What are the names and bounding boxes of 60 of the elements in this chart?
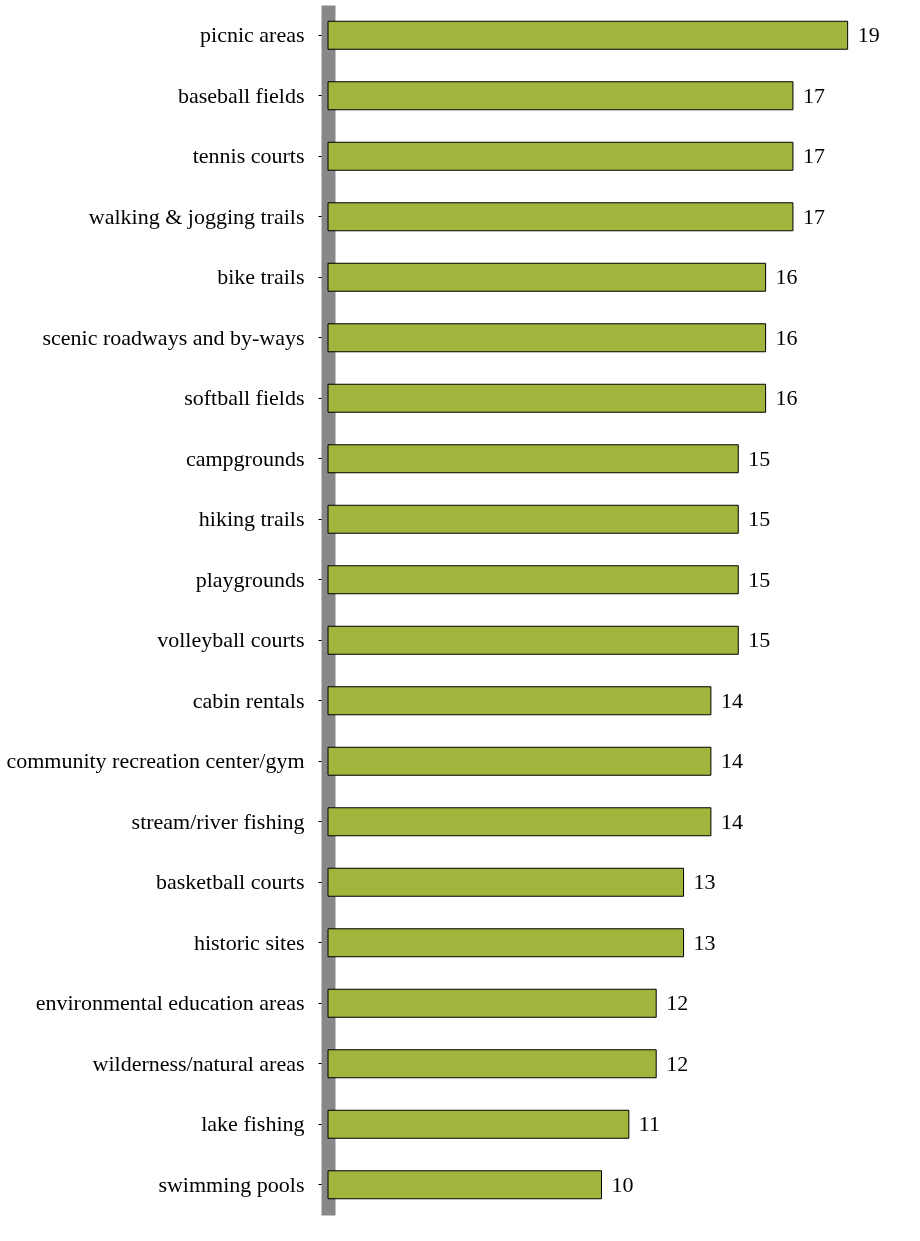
y-tick-label: swimming pools — [158, 1171, 305, 1197]
bar — [327, 262, 767, 292]
data-label: 17 — [802, 203, 825, 229]
y-tick-label: softball fields — [184, 385, 305, 411]
data-label: 10 — [611, 1171, 634, 1197]
data-label: 14 — [720, 687, 743, 713]
y-tick-label: basketball courts — [156, 869, 305, 895]
y-tick-label: stream/river fishing — [131, 808, 305, 834]
data-label: 14 — [720, 808, 743, 834]
bar — [327, 1049, 657, 1079]
data-label: 13 — [693, 929, 716, 955]
data-label: 15 — [748, 566, 771, 592]
data-label: 13 — [693, 869, 716, 895]
bar — [327, 1170, 602, 1200]
bar — [327, 504, 739, 534]
y-tick-label: tennis courts — [192, 143, 305, 169]
bar — [327, 867, 685, 897]
data-label: 14 — [720, 748, 743, 774]
bar — [327, 323, 767, 353]
data-label: 15 — [748, 445, 771, 471]
y-tick-label: baseball fields — [178, 82, 305, 108]
bar — [327, 807, 712, 837]
bar — [327, 141, 794, 171]
y-tick-label: hiking trails — [198, 506, 305, 532]
data-label: 12 — [666, 990, 689, 1016]
y-tick-label: cabin rentals — [192, 687, 305, 713]
y-tick-label: playgrounds — [195, 566, 305, 592]
bar — [327, 444, 739, 474]
bar — [327, 988, 657, 1018]
data-label: 19 — [857, 22, 880, 48]
bar — [327, 686, 712, 716]
data-label: 11 — [638, 1111, 661, 1137]
y-tick-label: volleyball courts — [157, 627, 305, 653]
y-tick-label: campgrounds — [185, 445, 305, 471]
bar — [327, 1109, 630, 1139]
y-tick-label: environmental education areas — [35, 990, 305, 1016]
data-label: 15 — [748, 627, 771, 653]
y-tick-label: picnic areas — [200, 22, 305, 48]
y-tick-label: lake fishing — [201, 1111, 305, 1137]
bar — [327, 625, 739, 655]
data-label: 16 — [775, 264, 798, 290]
bar — [327, 746, 712, 776]
data-label: 17 — [802, 82, 825, 108]
bar — [327, 928, 685, 958]
data-label: 12 — [666, 1050, 689, 1076]
bar — [327, 565, 739, 595]
y-tick-label: community recreation center/gym — [6, 748, 305, 774]
bar — [327, 383, 767, 413]
y-tick-label: historic sites — [193, 929, 305, 955]
y-tick-label: scenic roadways and by-ways — [42, 324, 305, 350]
y-tick-label: bike trails — [217, 264, 305, 290]
data-label: 15 — [748, 506, 771, 532]
bar — [327, 20, 849, 50]
y-tick-label: walking & jogging trails — [88, 203, 305, 229]
data-label: 16 — [775, 385, 798, 411]
y-tick-label: wilderness/natural areas — [92, 1050, 305, 1076]
bar — [327, 202, 794, 232]
bar — [327, 81, 794, 111]
data-label: 17 — [802, 143, 825, 169]
data-label: 16 — [775, 324, 798, 350]
